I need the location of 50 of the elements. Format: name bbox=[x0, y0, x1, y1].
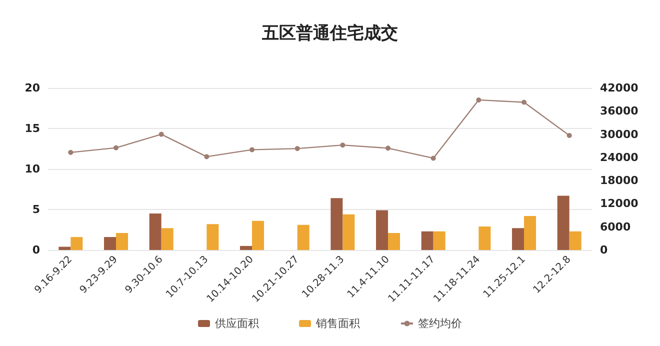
point bbox=[114, 145, 118, 150]
point bbox=[566, 132, 572, 138]
y2-tick-label: 42000 bbox=[600, 82, 639, 94]
point bbox=[386, 146, 390, 151]
chart-title: 五区普通住宅成交 bbox=[261, 22, 398, 44]
point bbox=[522, 100, 526, 105]
bar bbox=[330, 198, 343, 250]
bar bbox=[557, 196, 570, 250]
bar bbox=[569, 231, 582, 250]
point bbox=[340, 142, 346, 148]
y-tick-label: 5 bbox=[32, 203, 40, 216]
point bbox=[204, 154, 210, 160]
bar bbox=[240, 246, 252, 250]
bar bbox=[524, 216, 536, 250]
y-tick-label: 20 bbox=[24, 82, 40, 94]
point bbox=[158, 132, 164, 137]
y-tick-label: 0 bbox=[32, 244, 40, 256]
y2-tick-label: 30000 bbox=[600, 128, 639, 141]
legend-label: 销售面积 bbox=[315, 317, 360, 330]
bar bbox=[206, 224, 219, 250]
point bbox=[250, 147, 254, 152]
y2-tick-label: 12000 bbox=[600, 197, 639, 210]
point bbox=[476, 97, 482, 102]
bar bbox=[433, 231, 446, 250]
legend-label: 供应面积 bbox=[215, 317, 259, 330]
bar bbox=[376, 210, 388, 250]
point bbox=[68, 150, 74, 155]
bar bbox=[478, 226, 491, 250]
bar bbox=[149, 214, 162, 250]
bar bbox=[58, 246, 71, 250]
legend-label: 签约均价 bbox=[418, 317, 462, 330]
bar bbox=[388, 232, 400, 250]
y2-tick-label: 24000 bbox=[600, 150, 639, 164]
bar bbox=[252, 220, 264, 250]
y2-tick-label: 0 bbox=[600, 244, 608, 256]
point bbox=[430, 156, 436, 161]
bar bbox=[297, 224, 310, 250]
bar bbox=[421, 231, 434, 250]
point bbox=[294, 146, 300, 152]
y2-tick-label: 6000 bbox=[600, 220, 631, 234]
bar bbox=[104, 237, 116, 250]
bar bbox=[161, 228, 174, 250]
bar bbox=[342, 214, 355, 250]
bar bbox=[116, 232, 128, 250]
y2-tick-label: 36000 bbox=[600, 104, 639, 118]
bar bbox=[512, 228, 524, 250]
y2-tick-label: 18000 bbox=[600, 174, 639, 188]
bar bbox=[70, 237, 83, 250]
y-tick-label: 15 bbox=[24, 122, 40, 135]
y-tick-label: 10 bbox=[24, 162, 40, 176]
